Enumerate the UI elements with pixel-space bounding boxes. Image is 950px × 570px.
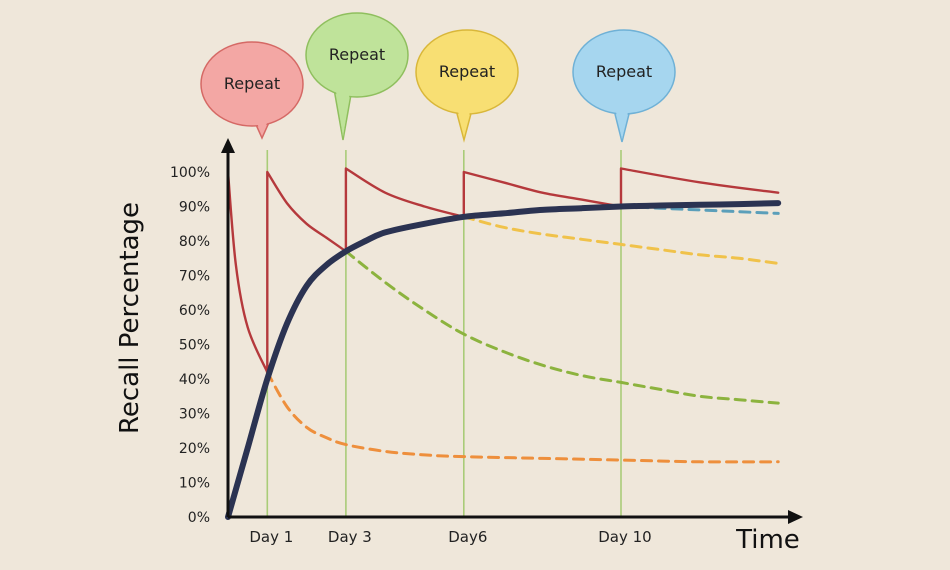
repeat-bubble-label: Repeat <box>439 62 495 81</box>
y-tick-label: 30% <box>179 407 210 423</box>
y-tick-label: 60% <box>179 303 210 319</box>
y-tick-label: 0% <box>188 510 210 526</box>
y-tick-label: 80% <box>179 234 210 250</box>
repeat-bubbles: Repeat Repeat Repeat Repeat <box>200 12 676 143</box>
series-line-decay-day1 <box>265 370 780 464</box>
repeat-bubble: Repeat <box>200 41 304 140</box>
y-axis-title: Recall Percentage <box>115 202 145 434</box>
x-axis-arrow <box>788 510 803 524</box>
repeat-bubble: Repeat <box>305 12 409 141</box>
x-tick-labels: Day 1 Day 3 Day6 Day 10 <box>249 528 651 546</box>
series-line-sawtooth <box>226 167 780 374</box>
y-tick-label: 90% <box>179 200 210 216</box>
x-tick-label: Day6 <box>448 528 487 546</box>
y-tick-label: 40% <box>179 372 210 388</box>
x-tick-label: Day 1 <box>249 528 293 546</box>
series-layer <box>225 167 782 520</box>
repeat-bubble: Repeat <box>572 29 676 143</box>
repeat-bubble: Repeat <box>415 29 519 143</box>
series-line-trend <box>225 200 782 520</box>
series-line-decay-day6 <box>462 215 780 265</box>
x-tick-label: Day 10 <box>598 528 651 546</box>
repeat-bubble-label: Repeat <box>224 74 280 93</box>
y-tick-labels: 0% 10% 20% 30% 40% 50% 60% 70% 80% 90% 100% <box>170 165 210 526</box>
y-tick-label: 50% <box>179 338 210 354</box>
y-tick-label: 10% <box>179 476 210 492</box>
x-axis-title: Time <box>735 525 800 555</box>
y-tick-label: 100% <box>170 165 210 181</box>
series-line-decay-day3 <box>344 249 780 405</box>
x-tick-label: Day 3 <box>328 528 372 546</box>
repeat-bubble-label: Repeat <box>329 45 385 64</box>
y-tick-label: 20% <box>179 441 210 457</box>
y-tick-label: 70% <box>179 269 210 285</box>
y-axis-arrow <box>221 138 235 153</box>
repeat-bubble-label: Repeat <box>596 62 652 81</box>
